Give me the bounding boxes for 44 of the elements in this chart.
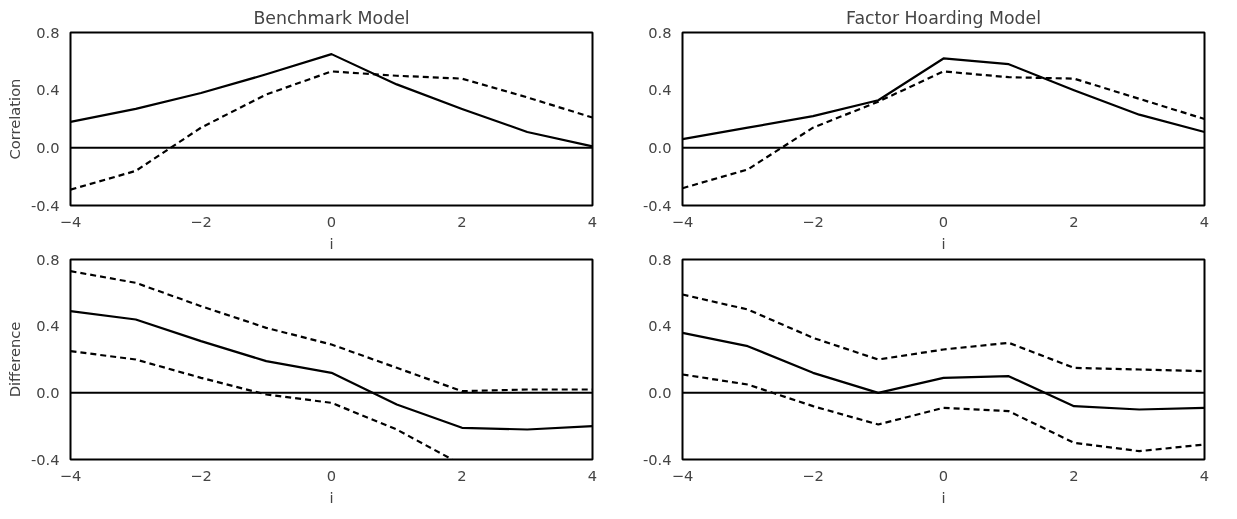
x-tick-label: 4 xyxy=(587,212,598,230)
y-tick-label: 0.4 xyxy=(36,317,60,335)
x-tick-label: −2 xyxy=(802,466,824,484)
x-tick-label: 2 xyxy=(457,212,467,230)
y-tick-label: -0.4 xyxy=(642,450,672,468)
x-tick-label: 2 xyxy=(457,466,467,484)
x-tick-label: 0 xyxy=(938,212,949,230)
y-tick-label: 0.8 xyxy=(36,250,60,268)
y-tick-label: 0.8 xyxy=(648,250,672,268)
x-axis-title: i xyxy=(941,488,946,506)
y-tick-label: -0.4 xyxy=(642,196,672,214)
x-tick-label: 0 xyxy=(326,466,337,484)
x-tick-label: −4 xyxy=(671,466,694,484)
y-tick-label: -0.4 xyxy=(30,450,60,468)
x-tick-label: 4 xyxy=(1199,212,1210,230)
y-axis-title: Difference xyxy=(5,321,23,398)
x-tick-label: 4 xyxy=(587,466,598,484)
y-axis-title: Correlation xyxy=(5,78,23,160)
y-tick-label: 0.4 xyxy=(648,317,672,335)
y-tick-label: 0.8 xyxy=(648,23,672,41)
chart-title: Factor Hoarding Model xyxy=(846,7,1041,28)
x-tick-label: −2 xyxy=(190,466,212,484)
y-tick-label: 0.8 xyxy=(36,23,60,41)
x-axis-title: i xyxy=(329,234,334,252)
x-tick-label: −2 xyxy=(190,212,212,230)
x-tick-label: 2 xyxy=(1069,212,1079,230)
y-tick-label: 0.0 xyxy=(36,138,60,156)
y-tick-label: -0.4 xyxy=(30,196,60,214)
x-axis-title: i xyxy=(941,234,946,252)
x-tick-label: 4 xyxy=(1199,466,1210,484)
y-tick-label: 0.4 xyxy=(36,81,60,99)
y-tick-label: 0.0 xyxy=(36,383,60,401)
x-tick-label: 2 xyxy=(1069,466,1079,484)
x-tick-label: −2 xyxy=(802,212,824,230)
x-tick-label: −4 xyxy=(59,466,82,484)
x-tick-label: −4 xyxy=(59,212,82,230)
y-tick-label: 0.0 xyxy=(648,383,672,401)
x-axis-title: i xyxy=(329,488,334,506)
x-tick-label: −4 xyxy=(671,212,694,230)
x-tick-label: 0 xyxy=(326,212,337,230)
chart-title: Benchmark Model xyxy=(253,7,410,28)
y-tick-label: 0.0 xyxy=(648,138,672,156)
x-tick-label: 0 xyxy=(938,466,949,484)
y-tick-label: 0.4 xyxy=(648,81,672,99)
